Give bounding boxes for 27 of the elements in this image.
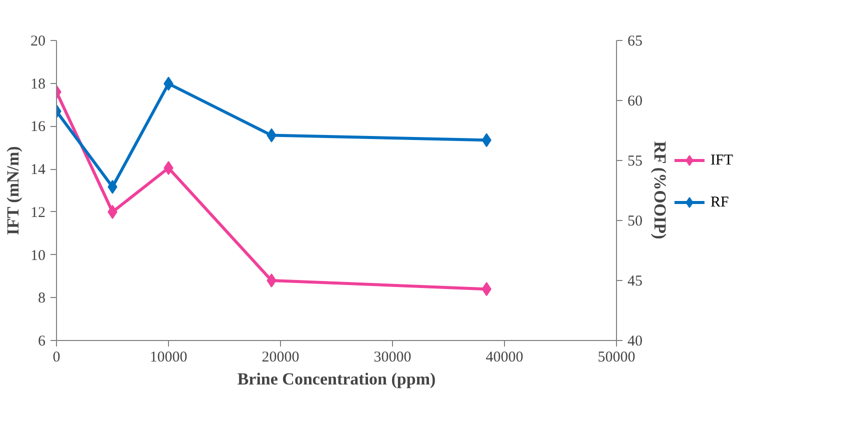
x-tick-label: 0 — [52, 350, 60, 366]
y2-tick-label: 45 — [628, 274, 642, 290]
x-tick-label: 50000 — [598, 350, 636, 366]
y2-tick-label: 65 — [628, 34, 642, 50]
y2-tick-label: 50 — [628, 214, 642, 230]
x-tick-label: 10000 — [150, 350, 188, 366]
x-tick-label: 30000 — [374, 350, 412, 366]
y2-tick-label: 55 — [628, 154, 642, 170]
y-tick-label: 12 — [30, 204, 46, 221]
y2-tick-label: 60 — [628, 94, 642, 110]
x-tick-label: 40000 — [486, 350, 524, 366]
y2-axis-title: RF (%OOIP) — [650, 141, 670, 240]
y-tick-label: 6 — [38, 334, 46, 350]
x-axis-title: Brine Concentration (ppm) — [237, 370, 436, 388]
y-tick-label: 18 — [30, 76, 46, 92]
point — [164, 161, 174, 175]
y-tick-label: 14 — [30, 162, 46, 178]
y-tick-label: 16 — [30, 119, 46, 136]
y-tick-label: 10 — [30, 248, 46, 264]
y-tick-label: 8 — [38, 290, 46, 307]
legend-label: RF — [710, 194, 729, 210]
x-tick-label: 20000 — [262, 350, 300, 366]
y-tick-label: 20 — [30, 34, 46, 50]
point — [266, 274, 276, 288]
y-axis-title: IFT (mN/m) — [4, 146, 22, 236]
y2-tick-label: 40 — [628, 334, 642, 350]
legend-label: IFT — [710, 152, 733, 168]
